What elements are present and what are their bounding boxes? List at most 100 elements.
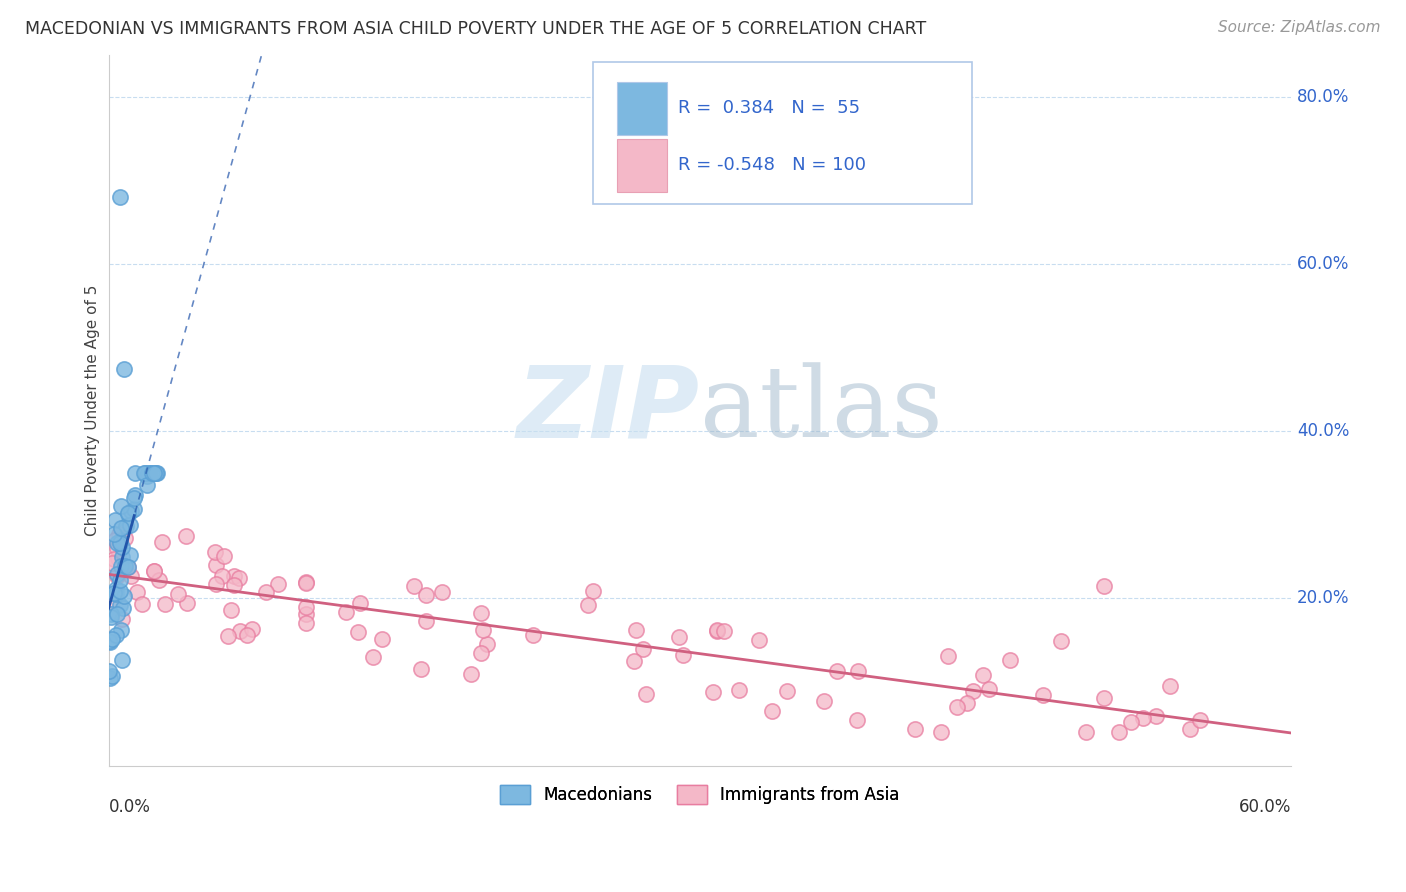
Point xyxy=(100,594,122,608)
Point xyxy=(135,469,157,483)
Text: R = -0.548   N = 100: R = -0.548 N = 100 xyxy=(679,156,866,174)
Point xyxy=(956,697,979,711)
Point xyxy=(122,491,145,505)
Point xyxy=(131,597,153,611)
Point xyxy=(101,556,124,570)
Point xyxy=(150,534,173,549)
Point xyxy=(347,625,370,640)
Point xyxy=(1119,715,1142,730)
Point xyxy=(706,623,728,637)
Point xyxy=(105,567,128,582)
FancyBboxPatch shape xyxy=(593,62,972,204)
Point xyxy=(108,535,131,549)
Point xyxy=(107,551,129,566)
Point xyxy=(105,587,128,601)
Point xyxy=(103,526,125,541)
Point xyxy=(254,584,277,599)
Point xyxy=(108,534,131,549)
Point xyxy=(221,603,243,617)
Point xyxy=(404,579,426,593)
Point xyxy=(228,571,250,585)
Point xyxy=(668,630,690,644)
Point xyxy=(124,466,146,480)
Point xyxy=(105,569,128,583)
Point xyxy=(118,518,141,533)
Point xyxy=(776,684,799,698)
Point xyxy=(1000,653,1022,667)
Point xyxy=(294,576,316,591)
Point xyxy=(134,466,156,480)
Point xyxy=(972,668,994,682)
Point xyxy=(112,361,135,376)
Point xyxy=(415,614,437,628)
Point xyxy=(105,536,128,550)
Point xyxy=(931,725,953,739)
Text: Source: ZipAtlas.com: Source: ZipAtlas.com xyxy=(1218,20,1381,35)
Point xyxy=(174,529,197,543)
Point xyxy=(211,568,233,582)
Point xyxy=(114,559,136,574)
Legend: Macedonians, Immigrants from Asia: Macedonians, Immigrants from Asia xyxy=(494,778,907,811)
Point xyxy=(111,612,134,626)
Point xyxy=(98,671,121,685)
Point xyxy=(624,623,647,637)
Point xyxy=(97,664,120,678)
Point xyxy=(214,549,236,564)
Point xyxy=(108,598,131,612)
Point xyxy=(112,590,135,604)
Point xyxy=(846,665,869,679)
Point xyxy=(117,506,139,520)
Point xyxy=(176,596,198,610)
Point xyxy=(242,622,264,636)
Point xyxy=(205,576,228,591)
Point xyxy=(103,552,125,566)
Point xyxy=(294,616,316,631)
Point xyxy=(148,573,170,587)
Point xyxy=(470,606,492,620)
FancyBboxPatch shape xyxy=(617,139,666,192)
Point xyxy=(472,623,495,637)
Text: 60.0%: 60.0% xyxy=(1239,797,1291,815)
Text: 40.0%: 40.0% xyxy=(1296,422,1350,441)
Point xyxy=(349,596,371,610)
Point xyxy=(671,648,693,662)
Text: ZIP: ZIP xyxy=(517,362,700,458)
Point xyxy=(371,632,394,647)
Point xyxy=(155,597,177,611)
Point xyxy=(117,507,139,521)
Point xyxy=(1144,709,1167,723)
Point xyxy=(1159,679,1181,693)
Point xyxy=(110,190,132,204)
Point xyxy=(813,694,835,708)
Point xyxy=(110,500,132,514)
Point xyxy=(120,504,142,518)
Point xyxy=(105,582,128,596)
Point xyxy=(706,624,728,639)
Point xyxy=(945,700,967,714)
Point xyxy=(267,577,290,591)
Point xyxy=(432,585,454,599)
Point xyxy=(204,545,226,559)
Point xyxy=(361,649,384,664)
Point xyxy=(135,478,157,492)
Point xyxy=(631,642,654,657)
Point xyxy=(294,600,316,615)
Point xyxy=(224,569,246,583)
Point xyxy=(104,628,127,642)
Point xyxy=(105,541,128,555)
Point xyxy=(143,564,166,578)
Point xyxy=(103,586,125,600)
Point xyxy=(110,573,132,587)
Point xyxy=(120,569,142,583)
Point xyxy=(217,629,239,643)
Point xyxy=(582,583,605,598)
Point xyxy=(1189,714,1212,728)
Point xyxy=(825,664,848,678)
Point xyxy=(111,600,134,615)
Point xyxy=(1092,691,1115,706)
Point xyxy=(1178,723,1201,737)
Point xyxy=(415,588,437,602)
Point xyxy=(145,466,167,480)
Point xyxy=(110,623,132,637)
Point xyxy=(101,669,124,683)
